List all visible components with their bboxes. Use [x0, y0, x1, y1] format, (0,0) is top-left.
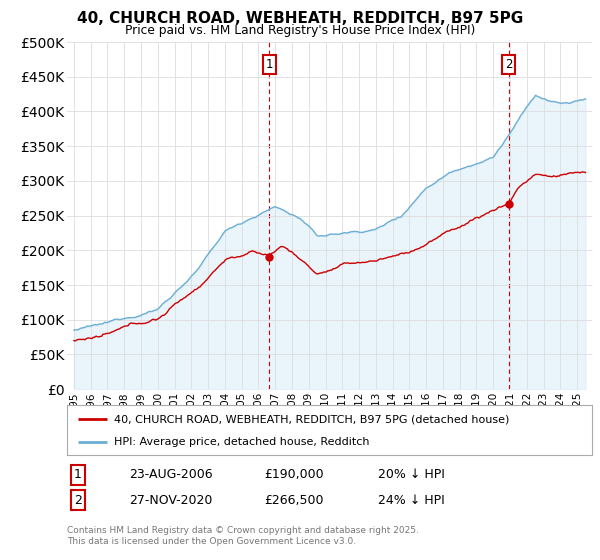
- Text: 1: 1: [74, 468, 82, 482]
- Text: Price paid vs. HM Land Registry's House Price Index (HPI): Price paid vs. HM Land Registry's House …: [125, 24, 475, 36]
- Text: HPI: Average price, detached house, Redditch: HPI: Average price, detached house, Redd…: [115, 437, 370, 447]
- Text: 23-AUG-2006: 23-AUG-2006: [129, 468, 212, 482]
- Text: 1: 1: [265, 58, 273, 71]
- Text: 2: 2: [74, 493, 82, 507]
- Text: Contains HM Land Registry data © Crown copyright and database right 2025.
This d: Contains HM Land Registry data © Crown c…: [67, 526, 419, 546]
- Text: 2: 2: [505, 58, 512, 71]
- Text: £190,000: £190,000: [264, 468, 323, 482]
- Text: £266,500: £266,500: [264, 493, 323, 507]
- Text: 24% ↓ HPI: 24% ↓ HPI: [378, 493, 445, 507]
- Text: 40, CHURCH ROAD, WEBHEATH, REDDITCH, B97 5PG (detached house): 40, CHURCH ROAD, WEBHEATH, REDDITCH, B97…: [115, 414, 510, 424]
- Text: 40, CHURCH ROAD, WEBHEATH, REDDITCH, B97 5PG: 40, CHURCH ROAD, WEBHEATH, REDDITCH, B97…: [77, 11, 523, 26]
- Text: 27-NOV-2020: 27-NOV-2020: [129, 493, 212, 507]
- Text: 20% ↓ HPI: 20% ↓ HPI: [378, 468, 445, 482]
